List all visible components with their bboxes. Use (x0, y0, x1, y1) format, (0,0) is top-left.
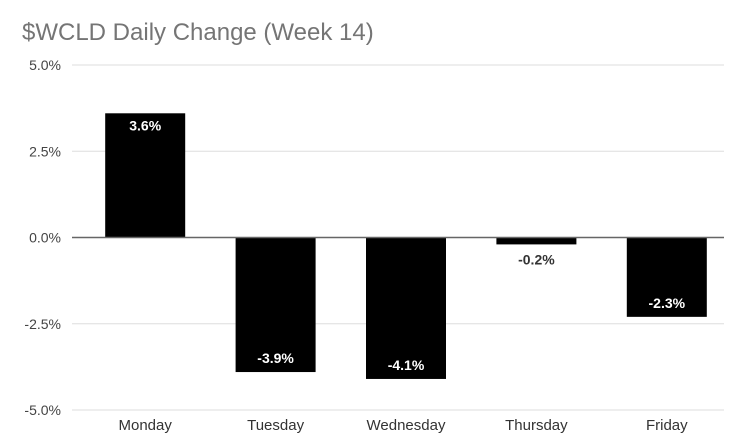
bar-thursday (496, 237, 577, 245)
data-label: 3.6% (129, 117, 161, 133)
x-tick-label: Thursday (505, 417, 568, 434)
y-tick-label: -5.0% (24, 402, 61, 418)
x-tick-label: Friday (646, 417, 688, 434)
bars-layer (105, 113, 707, 379)
data-label: -2.3% (649, 295, 686, 311)
y-tick-label: -2.5% (24, 316, 61, 332)
x-tick-label: Tuesday (247, 417, 304, 434)
x-tick-label: Wednesday (367, 417, 446, 434)
data-label: -4.1% (388, 357, 425, 373)
x-tick-label: Monday (119, 417, 173, 434)
bar-tuesday (235, 237, 316, 373)
data-label: -3.9% (257, 350, 294, 366)
chart-title: $WCLD Daily Change (Week 14) (22, 19, 374, 46)
bar-monday (105, 113, 186, 238)
data-label: -0.2% (518, 251, 555, 267)
bar-wednesday (366, 237, 446, 379)
y-tick-label: 0.0% (29, 230, 61, 246)
y-tick-label: 2.5% (29, 143, 61, 159)
labels-layer: 5.0% 2.5% 0.0% -2.5% -5.0% 3.6% Monday -3.9% Tue… (24, 57, 688, 434)
y-tick-label: 5.0% (29, 57, 61, 73)
bar-friday (626, 237, 707, 317)
